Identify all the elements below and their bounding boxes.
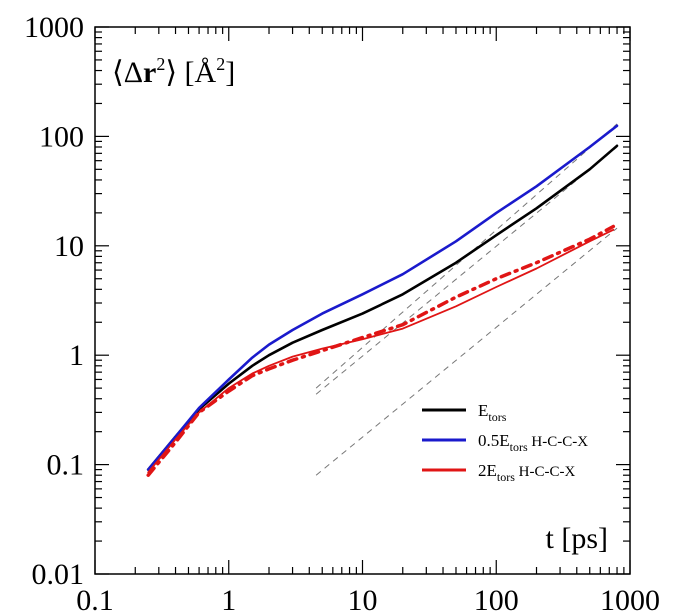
x-tick-label: 10 <box>348 584 378 615</box>
y-tick-label: 1000 <box>24 11 84 44</box>
series-line <box>146 224 616 477</box>
axis-ticks <box>94 26 631 575</box>
legend-label: 0.5Etors H-C-C-X <box>478 431 588 454</box>
reference-line <box>315 146 618 395</box>
legend-label: Etors <box>478 401 507 424</box>
x-axis-label: t [ps] <box>546 522 609 555</box>
y-tick-label: 0.01 <box>32 558 85 591</box>
y-tick-label: 0.1 <box>47 449 85 482</box>
y-axis-label: ⟨Δr2⟩ [Å2] <box>112 54 235 89</box>
x-tick-label: 0.1 <box>76 584 114 615</box>
reference-line <box>315 227 618 476</box>
plot-frame <box>94 26 631 575</box>
y-tick-label: 10 <box>54 230 84 263</box>
legend: Etors 0.5Etors H-C-C-X 2Etors H-C-C-X <box>422 401 588 484</box>
x-tick-label: 1000 <box>600 584 660 615</box>
y-tick-label: 1 <box>69 339 84 372</box>
reference-lines <box>315 123 618 476</box>
data-series <box>146 124 619 477</box>
series-line <box>146 124 619 471</box>
y-tick-label: 100 <box>39 120 84 153</box>
legend-label: 2Etors H-C-C-X <box>478 461 575 484</box>
x-tick-label: 1 <box>221 584 236 615</box>
x-tick-label: 100 <box>474 584 519 615</box>
series-line <box>146 144 619 471</box>
